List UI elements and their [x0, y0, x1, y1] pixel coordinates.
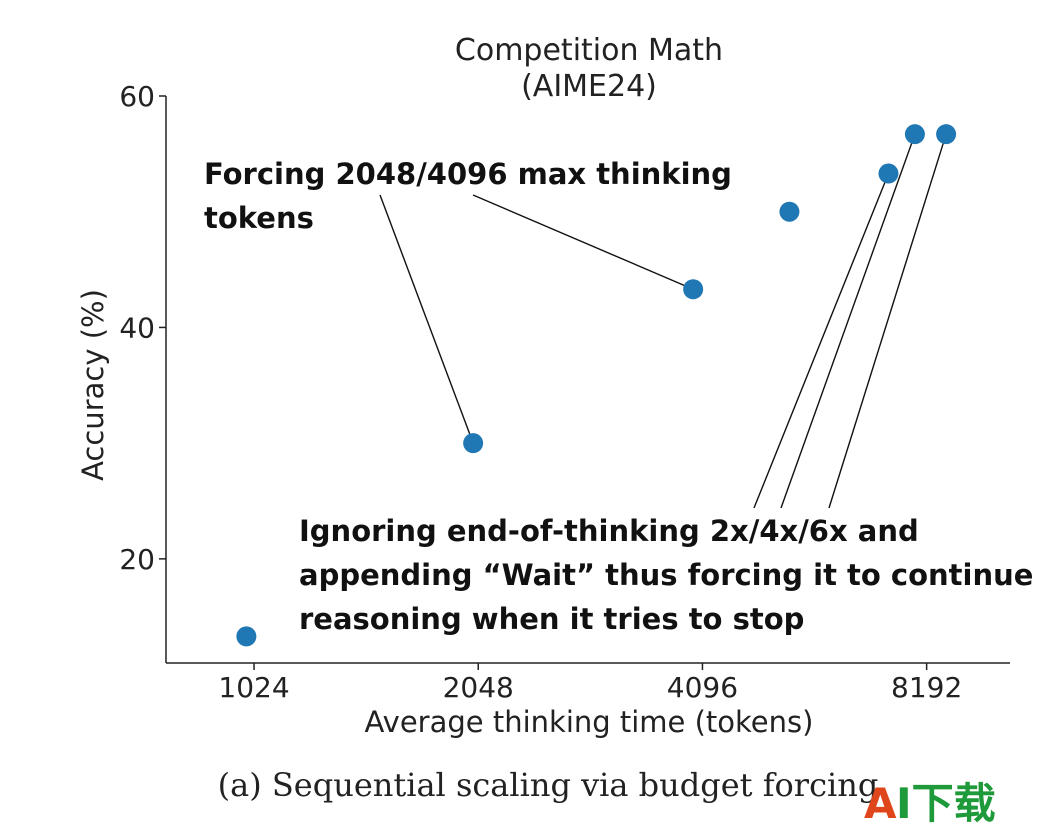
y-tick-label: 20: [119, 543, 155, 576]
annotation-ignoring-line-1: Ignoring end-of-thinking 2x/4x/6x and: [299, 514, 919, 548]
watermark-letter-a: A: [864, 779, 897, 828]
annotation-forcing-line-2: tokens: [204, 201, 314, 235]
data-point: [463, 433, 484, 454]
annotation-ignoring-line-3: reasoning when it tries to stop: [299, 602, 804, 636]
leader-line: [753, 173, 890, 509]
annotation-forcing-line-1: Forcing 2048/4096 max thinking: [204, 157, 732, 191]
watermark-text: I下载: [896, 779, 996, 828]
leader-line: [472, 194, 694, 290]
leader-line: [780, 133, 916, 509]
data-point: [936, 124, 957, 145]
chart-title-line-1: Competition Math: [455, 33, 723, 68]
leader-line: [828, 133, 947, 509]
data-point: [683, 279, 704, 300]
data-point: [878, 163, 899, 184]
x-axis-label: Average thinking time (tokens): [365, 705, 814, 739]
annotation-leader-lines: [379, 133, 947, 509]
ticks: 1024 2048 4096 8192 20 40 60: [119, 80, 962, 704]
data-point: [236, 626, 257, 647]
y-tick-label: 60: [119, 80, 155, 113]
data-point: [779, 201, 800, 222]
data-points: [236, 124, 957, 647]
annotation-forcing: Forcing 2048/4096 max thinking tokens: [204, 157, 732, 235]
x-tick-label: 2048: [443, 671, 514, 704]
y-axis-label: Accuracy (%): [76, 289, 110, 481]
leader-line: [379, 194, 474, 444]
annotation-ignoring-line-2: appending “Wait” thus forcing it to cont…: [299, 558, 1033, 592]
y-tick-label: 40: [119, 311, 155, 344]
figure-caption: (a) Sequential scaling via budget forcin…: [218, 766, 879, 804]
data-point: [904, 124, 925, 145]
x-tick-label: 4096: [667, 671, 738, 704]
x-tick-label: 8192: [891, 671, 962, 704]
x-tick-label: 1024: [218, 671, 289, 704]
watermark-logo: A I下载: [864, 779, 996, 828]
axes: [165, 96, 1010, 664]
chart-title-line-2: (AIME24): [521, 69, 657, 104]
annotation-ignoring: Ignoring end-of-thinking 2x/4x/6x and ap…: [299, 514, 1033, 636]
